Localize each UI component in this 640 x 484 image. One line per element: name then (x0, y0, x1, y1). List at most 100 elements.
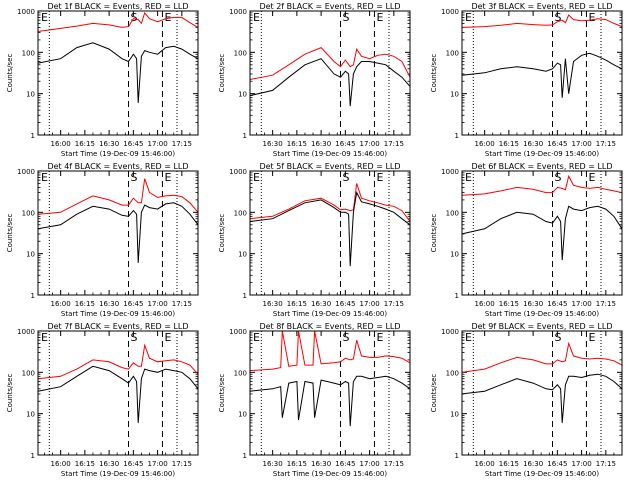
marker-label: E (41, 331, 48, 344)
detector-panel: Det 2f BLACK = Events, RED = LLD Counts/s… (218, 2, 411, 158)
x-tick-label: 16:45 (547, 300, 567, 308)
y-axis-label: Counts/sec (430, 214, 438, 253)
x-tick-label: 17:00 (148, 140, 168, 148)
x-axis-label: Start Time (19-Dec-09 15:46:00) (485, 150, 599, 158)
x-tick-label: 17:00 (360, 460, 380, 468)
detector-panel: Det 7f BLACK = Events, RED = LLD Counts/s… (6, 322, 199, 478)
y-tick-label: 10 (26, 251, 35, 259)
x-tick-label: 17:15 (384, 140, 404, 148)
events-series-line (37, 202, 199, 263)
detector-panel: Det 8f BLACK = Events, RED = LLD Counts/s… (218, 322, 411, 478)
y-tick-label: 1 (31, 132, 35, 140)
x-tick-label: 16:15 (75, 140, 95, 148)
x-axis-label: Start Time (19-Dec-09 15:46:00) (273, 310, 387, 318)
events-series-line (461, 52, 623, 98)
x-tick-label: 17:00 (148, 460, 168, 468)
marker-label: S (555, 11, 562, 24)
marker-label: S (343, 11, 350, 24)
x-axis-label: Start Time (19-Dec-09 15:46:00) (485, 310, 599, 318)
panel-title: Det 3f BLACK = Events, RED = LLD (471, 2, 612, 11)
detector-panel: Det 1f BLACK = Events, RED = LLD Counts/s… (6, 2, 199, 158)
marker-label: S (131, 11, 138, 24)
x-tick-label: 16:00 (475, 300, 495, 308)
x-axis-label: Start Time (19-Dec-09 15:46:00) (485, 470, 599, 478)
plot-frame (249, 170, 411, 296)
x-axis-label: Start Time (19-Dec-09 15:46:00) (273, 150, 387, 158)
x-tick-label: 16:15 (499, 460, 519, 468)
y-tick-label: 100 (234, 49, 247, 57)
y-axis-label: Counts/sec (430, 54, 438, 93)
x-tick-label: 16:30 (99, 300, 119, 308)
y-tick-label: 1000 (17, 328, 35, 336)
panel-title: Det 6f BLACK = Events, RED = LLD (471, 162, 612, 171)
y-axis-label: Counts/sec (6, 374, 14, 413)
y-tick-label: 10 (450, 91, 459, 99)
y-tick-label: 1 (455, 132, 459, 140)
y-tick-label: 1000 (441, 168, 459, 176)
x-tick-label: 16:45 (547, 140, 567, 148)
y-tick-label: 100 (446, 369, 459, 377)
y-axis-label: Counts/sec (6, 54, 14, 93)
y-tick-label: 100 (22, 369, 35, 377)
y-tick-label: 1 (455, 452, 459, 460)
x-tick-label: 16:00 (51, 140, 71, 148)
marker-label: S (343, 331, 350, 344)
x-axis-label: Start Time (19-Dec-09 15:46:00) (61, 470, 175, 478)
panel-title: Det 7f BLACK = Events, RED = LLD (47, 322, 188, 331)
y-axis-label: Counts/sec (218, 214, 226, 253)
y-tick-label: 100 (22, 49, 35, 57)
plot-frame (37, 10, 199, 136)
marker-label: E (588, 11, 595, 24)
panel-title: Det 4f BLACK = Events, RED = LLD (47, 162, 188, 171)
x-tick-label: 16:15 (499, 140, 519, 148)
y-tick-label: 1000 (229, 328, 247, 336)
marker-label: E (376, 331, 383, 344)
events-series-line (249, 58, 411, 107)
x-axis-label: Start Time (19-Dec-09 15:46:00) (61, 310, 175, 318)
x-tick-label: 17:15 (172, 300, 192, 308)
events-series-line (37, 365, 199, 423)
x-tick-label: 17:00 (572, 460, 592, 468)
marker-label: S (131, 331, 138, 344)
lld-series-line (249, 47, 411, 80)
plot-frame (249, 330, 411, 456)
x-tick-label: 16:15 (287, 460, 307, 468)
marker-label: S (555, 331, 562, 344)
x-tick-label: 16:30 (523, 300, 543, 308)
x-tick-label: 16:00 (475, 140, 495, 148)
lld-series-line (249, 330, 411, 372)
x-tick-label: 16:30 (311, 300, 331, 308)
y-tick-label: 100 (446, 209, 459, 217)
x-tick-label: 17:00 (360, 300, 380, 308)
x-tick-label: 16:00 (475, 460, 495, 468)
x-tick-label: 17:15 (172, 140, 192, 148)
x-tick-label: 17:15 (596, 460, 616, 468)
x-tick-label: 16:30 (263, 140, 283, 148)
x-tick-label: 17:15 (596, 140, 616, 148)
lld-series-line (249, 183, 411, 222)
detector-panel: Det 4f BLACK = Events, RED = LLD Counts/s… (6, 162, 199, 318)
y-axis-label: Counts/sec (430, 374, 438, 413)
y-tick-label: 1 (31, 292, 35, 300)
detector-panel: Det 6f BLACK = Events, RED = LLD Counts/s… (430, 162, 623, 318)
y-tick-label: 10 (26, 91, 35, 99)
lld-series-line (37, 11, 199, 32)
events-series-line (461, 205, 623, 261)
y-tick-label: 10 (450, 411, 459, 419)
marker-label: E (164, 171, 171, 184)
plot-frame (37, 330, 199, 456)
panel-title: Det 5f BLACK = Events, RED = LLD (259, 162, 400, 171)
x-tick-label: 16:00 (51, 300, 71, 308)
marker-label: E (253, 331, 260, 344)
y-tick-label: 1000 (17, 168, 35, 176)
y-tick-label: 1 (455, 292, 459, 300)
y-tick-label: 10 (238, 411, 247, 419)
y-axis-label: Counts/sec (218, 374, 226, 413)
marker-label: E (465, 11, 472, 24)
x-tick-label: 16:45 (123, 140, 143, 148)
plot-frame (461, 170, 623, 296)
lld-series-line (461, 174, 623, 196)
x-tick-label: 17:00 (572, 300, 592, 308)
y-tick-label: 1 (31, 452, 35, 460)
